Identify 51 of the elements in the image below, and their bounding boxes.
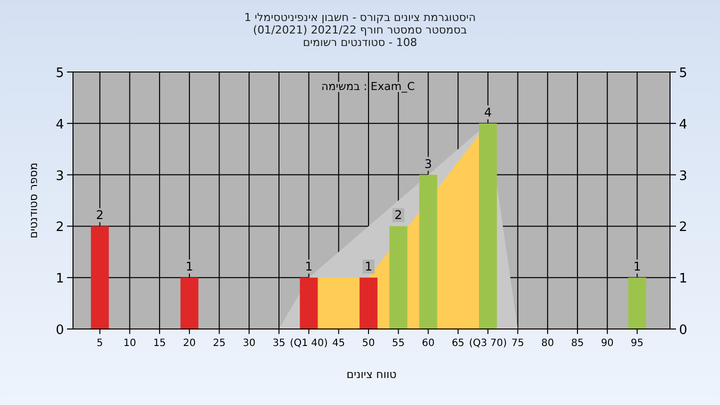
data-label: 1 (364, 260, 372, 274)
data-label: 3 (424, 156, 432, 171)
x-tick-label: 45 (332, 338, 346, 349)
bar (419, 174, 438, 329)
bar (628, 278, 646, 329)
x-tick-label: 15 (153, 338, 166, 349)
x-tick-label: 95 (630, 338, 644, 349)
x-tick-label: 85 (571, 338, 584, 349)
bar (180, 278, 198, 329)
x-axis-title: טווח ציונים (346, 368, 396, 381)
y2-tick-label: 3 (679, 168, 688, 184)
y2-tick-label: 0 (679, 323, 688, 338)
x-tick-label: 60 (422, 338, 435, 349)
x-tick-label: 5 (96, 338, 104, 349)
bar (389, 226, 408, 329)
y-tick-label: 2 (56, 220, 64, 236)
data-label: 1 (633, 260, 641, 274)
x-tick-label: 65 (452, 338, 464, 349)
y-tick-label: 5 (56, 66, 64, 81)
data-label: 2 (394, 208, 402, 222)
x-tick-label: 20 (183, 338, 196, 349)
y-tick-label: 3 (56, 168, 64, 184)
bar (360, 278, 378, 329)
x-tick-label: 80 (541, 338, 554, 349)
x-tick-label: 10 (123, 338, 136, 349)
x-tick-label: (Q1 40) (290, 338, 328, 349)
data-label: 1 (186, 260, 194, 274)
y-tick-label: 4 (56, 117, 64, 132)
data-label: 4 (484, 105, 492, 120)
y2-tick-label: 2 (679, 220, 688, 236)
x-tick-label: 30 (242, 338, 256, 349)
bar (90, 226, 109, 329)
bar (478, 123, 497, 329)
chart-title: היסטוגרמת ציונים בקורס - חשבון אינפיניטסימלי 1 (244, 11, 476, 24)
y2-tick-label: 5 (679, 66, 688, 81)
x-tick-label: (Q3 70) (468, 338, 507, 349)
bar (300, 278, 318, 329)
y2-tick-label: 4 (679, 117, 688, 132)
y2-tick-label: 1 (679, 272, 688, 287)
x-tick-label: 50 (362, 338, 375, 349)
y-tick-label: 0 (56, 323, 64, 338)
data-label: 2 (96, 208, 104, 222)
y-tick-label: 1 (56, 272, 64, 287)
chart-subtitle: בסמסטר סמסטר חורף 2021/22 (01/2021) 108 - סטודנטים רשומים (253, 24, 467, 49)
y-axis-title: מספר סטודנטים (27, 162, 40, 238)
x-tick-label: 25 (212, 338, 226, 349)
x-tick-label: 90 (600, 338, 614, 349)
x-tick-label: 35 (272, 338, 286, 349)
x-tick-label: 55 (392, 338, 405, 349)
x-tick-label: 75 (511, 338, 524, 349)
data-label: 1 (304, 260, 313, 274)
